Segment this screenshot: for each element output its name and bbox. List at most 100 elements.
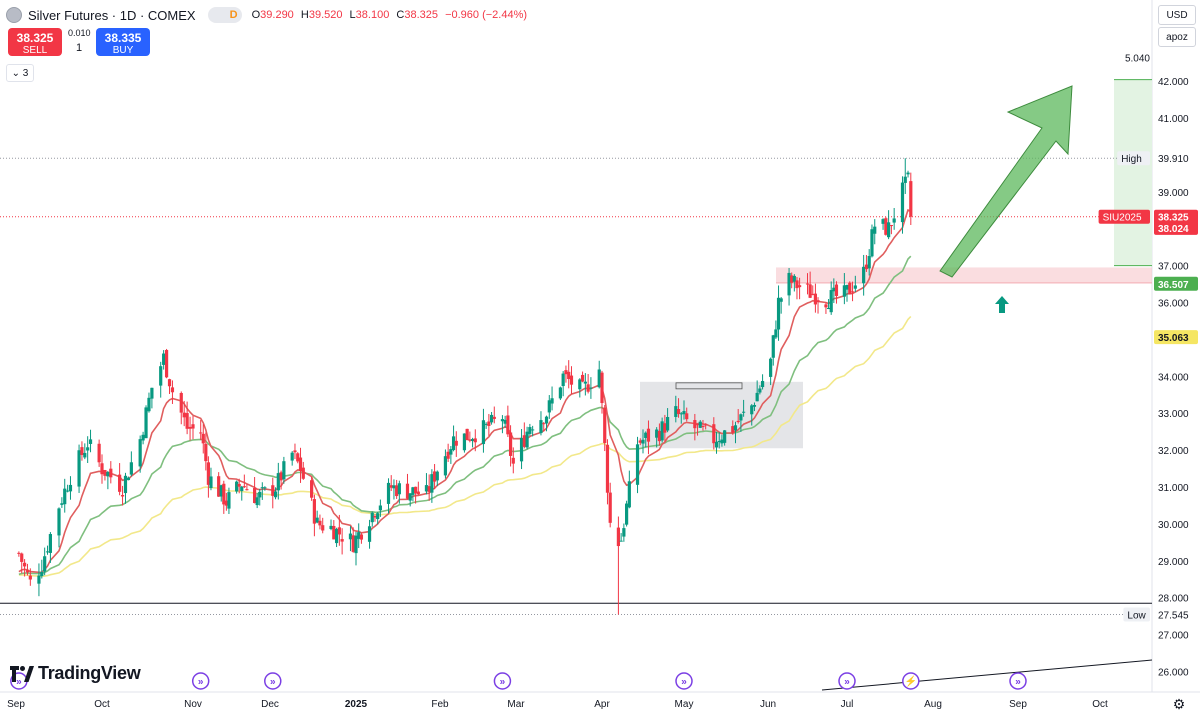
candle-body: [760, 380, 765, 388]
earnings-event-icon: [1009, 672, 1027, 690]
candle-body: [66, 490, 70, 492]
candle-body: [758, 388, 762, 393]
candle-body: [88, 439, 93, 444]
candle-body: [660, 421, 664, 441]
candle-body: [321, 525, 325, 531]
candle-body: [204, 443, 208, 462]
currency-select[interactable]: USD: [1158, 5, 1196, 25]
chart-header: Silver Futures · 1D · COMEX D O39.290 H3…: [6, 5, 531, 25]
price-label-box: [1154, 151, 1198, 166]
time-tick-label: Apr: [594, 699, 610, 710]
candle-body: [301, 467, 305, 479]
candle-body: [774, 329, 778, 338]
candle-body: [162, 353, 166, 365]
scale-select[interactable]: apoz: [1158, 27, 1196, 47]
candle-body: [909, 181, 913, 217]
candle-body: [693, 420, 697, 429]
candle-body: [755, 392, 759, 402]
candle-body: [120, 495, 125, 497]
price-tick-label: 37.000: [1158, 262, 1189, 273]
candle-body: [564, 370, 568, 375]
candle-body: [359, 534, 364, 540]
candle-body: [395, 485, 399, 497]
quantity-field[interactable]: 0.010 1: [68, 28, 91, 54]
candle-body: [144, 407, 148, 439]
time-tick-label: Mar: [507, 699, 525, 710]
time-tick-label: May: [675, 699, 694, 710]
price-tick-label: 32.000: [1158, 446, 1189, 457]
candle-body: [655, 429, 659, 438]
candle-body: [542, 423, 546, 425]
candle-body: [97, 443, 101, 463]
candle-body: [503, 419, 507, 424]
candle-body: [698, 421, 702, 428]
price-label-value: 39.910: [1158, 154, 1189, 165]
price-tick-label: 41.000: [1158, 114, 1189, 125]
symbol-title[interactable]: Silver Futures · 1D · COMEX: [28, 7, 196, 23]
event-glyph: »: [681, 677, 687, 688]
candle-body: [462, 433, 467, 451]
candle-body: [298, 457, 303, 471]
candle-body: [717, 441, 721, 443]
indicator-collapse-toggle[interactable]: ⌄ 3: [6, 64, 34, 82]
candle-body: [619, 540, 623, 542]
candle-body: [787, 272, 791, 296]
price-label-value: 27.545: [1158, 610, 1189, 621]
time-tick-label: Sep: [7, 699, 25, 710]
candle-body: [887, 222, 891, 238]
event-glyph: »: [500, 677, 506, 688]
candle-body: [282, 461, 286, 480]
candle-body: [446, 451, 450, 459]
candle-body: [397, 483, 401, 495]
price-label-tag: SIU2025: [1103, 213, 1142, 224]
candle-body: [589, 387, 593, 389]
price-label-box: [1154, 276, 1198, 291]
price-label-box: [1154, 607, 1198, 622]
candle-body: [185, 413, 189, 429]
candle-body: [473, 438, 477, 443]
candle-body: [832, 287, 836, 292]
ema-mid-line: [18, 255, 912, 576]
candle-body: [776, 297, 781, 330]
settings-gear-icon[interactable]: ⚙: [1172, 696, 1186, 712]
data-status-badge[interactable]: D: [207, 7, 242, 23]
candle-body: [889, 225, 893, 227]
trend-line: [821, 659, 1153, 691]
candle-body: [739, 414, 743, 421]
candle-body: [862, 266, 866, 284]
candle-body: [432, 471, 437, 482]
time-tick-label: Oct: [94, 699, 110, 710]
candle-body: [481, 420, 486, 445]
candle-body: [850, 291, 855, 293]
candle-body: [348, 533, 353, 540]
candle-body: [430, 474, 434, 493]
candle-body: [531, 429, 535, 431]
candle-body: [522, 435, 526, 447]
candle-body: [414, 486, 418, 494]
candle-body: [318, 520, 322, 526]
time-tick-label: Oct: [1092, 699, 1108, 710]
candle-body: [255, 497, 259, 506]
candle-body: [138, 439, 142, 467]
candle-body: [519, 437, 524, 462]
event-glyph: »: [16, 677, 22, 688]
candle-body: [357, 532, 361, 539]
candle-body: [219, 485, 223, 497]
candle-body: [290, 452, 294, 461]
candle-body: [829, 290, 833, 313]
sell-button[interactable]: 38.325 SELL: [8, 28, 62, 56]
candle-body: [43, 556, 47, 572]
candle-body: [222, 483, 226, 505]
price-tick-label: 28.000: [1158, 594, 1189, 605]
candle-body: [867, 256, 871, 269]
candles-group: [17, 158, 913, 615]
candle-body: [750, 405, 754, 415]
candle-body: [580, 374, 585, 382]
candle-body: [663, 423, 667, 433]
candle-body: [500, 419, 505, 422]
buy-button[interactable]: 38.335 BUY: [96, 28, 150, 56]
candle-body: [845, 284, 849, 290]
candle-body: [408, 493, 412, 501]
candle-body: [826, 308, 831, 310]
